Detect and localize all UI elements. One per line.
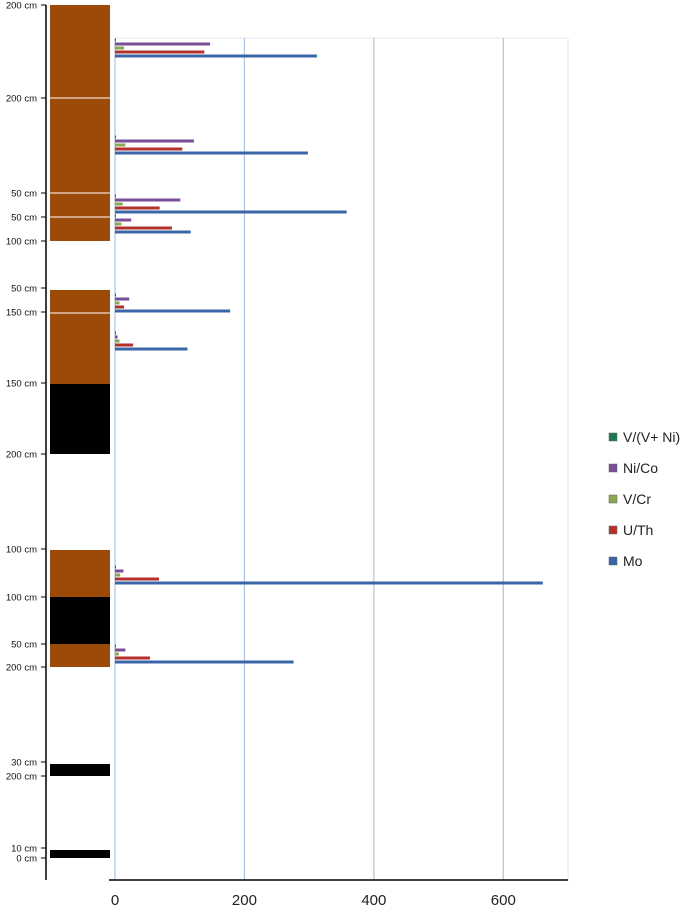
- legend-label: Mo: [623, 553, 643, 569]
- legend-swatch: [608, 463, 618, 473]
- legend: V/(V+ Ni) Ni/Co V/Cr U/Th Mo: [608, 429, 680, 569]
- bar-uth-sample-1: [115, 50, 205, 54]
- bar-mo-sample-4: [115, 230, 191, 234]
- bar-uth-sample-6: [115, 343, 134, 347]
- x-tick-label: 200: [232, 892, 257, 908]
- column-layer-4: [50, 550, 110, 597]
- depth-label: 150 cm: [6, 308, 37, 319]
- bar-vcr-sample-3: [115, 202, 123, 206]
- bar-vvni-sample-3: [115, 194, 116, 198]
- legend-swatch: [608, 525, 618, 535]
- depth-label: 200 cm: [6, 772, 37, 783]
- depth-label: 100 cm: [6, 593, 37, 604]
- bar-vvni-sample-1: [115, 38, 116, 42]
- bar-mo-sample-1: [115, 54, 317, 58]
- depth-label: 50 cm: [11, 284, 37, 295]
- depth-label: 0 cm: [16, 854, 37, 865]
- bar-nico-sample-3: [115, 198, 181, 202]
- bar-vcr-sample-4: [115, 222, 122, 226]
- depth-label: 150 cm: [6, 379, 37, 390]
- x-tick-label: 0: [111, 892, 119, 908]
- legend-swatch: [608, 432, 618, 442]
- bar-nico-sample-8: [115, 648, 126, 652]
- bar-vvni-sample-8: [115, 644, 116, 648]
- depth-label: 50 cm: [11, 213, 37, 224]
- bar-mo-sample-5: [115, 309, 231, 313]
- plot-frame: [114, 37, 569, 881]
- bar-mo-sample-6: [115, 347, 188, 351]
- bar-uth-sample-5: [115, 305, 125, 309]
- bar-mo-sample-3: [115, 210, 347, 214]
- bar-nico-sample-4: [115, 218, 132, 222]
- depth-label: 100 cm: [6, 545, 37, 556]
- bar-vcr-sample-2: [115, 143, 126, 147]
- legend-label: V/(V+ Ni): [623, 429, 680, 445]
- bar-uth-sample-2: [115, 147, 183, 151]
- legend-swatch: [608, 494, 618, 504]
- bar-mo-sample-2: [115, 151, 308, 155]
- column-layer-6: [50, 644, 110, 667]
- bar-vcr-sample-1: [115, 46, 125, 50]
- depth-label: 30 cm: [11, 758, 37, 769]
- bar-uth-sample-4: [115, 226, 172, 230]
- column-layer-8: [50, 850, 110, 858]
- column-layer-1: [50, 5, 110, 241]
- bar-uth-sample-3: [115, 206, 160, 210]
- bar-vcr-sample-5: [115, 301, 120, 305]
- x-tick-label: 400: [361, 892, 386, 908]
- bar-nico-sample-5: [115, 297, 130, 301]
- column-layer-5: [50, 597, 110, 644]
- depth-label: 50 cm: [11, 189, 37, 200]
- depth-label: 50 cm: [11, 640, 37, 651]
- depth-label: 200 cm: [6, 663, 37, 674]
- column-layer-7: [50, 764, 110, 776]
- x-tick-label: 600: [491, 892, 516, 908]
- bar-uth-sample-7: [115, 577, 160, 581]
- legend-label: U/Th: [623, 522, 653, 538]
- bar-mo-sample-8: [115, 660, 294, 664]
- legend-swatch: [608, 556, 618, 566]
- lithology-column: 200 cm 200 cm 50 cm 50 cm 100 cm 50 cm 150 cm 1…: [6, 1, 110, 880]
- bar-nico-sample-6: [115, 335, 118, 339]
- depth-label: 200 cm: [6, 450, 37, 461]
- bar-mo-sample-7: [115, 581, 543, 585]
- bar-vcr-sample-6: [115, 339, 120, 343]
- legend-label: Ni/Co: [623, 460, 658, 476]
- plot-area: 0 200 400 600: [109, 37, 569, 909]
- bar-vvni-sample-6: [115, 331, 116, 335]
- bar-vvni-sample-4: [115, 214, 116, 218]
- bar-nico-sample-2: [115, 139, 194, 143]
- depth-label: 200 cm: [6, 1, 37, 12]
- bar-vvni-sample-2: [115, 135, 116, 139]
- bar-vvni-sample-7: [115, 565, 116, 569]
- depth-label: 100 cm: [6, 237, 37, 248]
- column-layer-2: [50, 290, 110, 384]
- bar-vvni-sample-5: [115, 293, 116, 297]
- column-layer-3: [50, 384, 110, 454]
- bar-vcr-sample-8: [115, 652, 119, 656]
- bar-nico-sample-1: [115, 42, 211, 46]
- depth-label: 200 cm: [6, 94, 37, 105]
- depth-label: 10 cm: [11, 844, 37, 855]
- bar-vcr-sample-7: [115, 573, 121, 577]
- bar-nico-sample-7: [115, 569, 124, 573]
- bar-uth-sample-8: [115, 656, 150, 660]
- legend-label: V/Cr: [623, 491, 651, 507]
